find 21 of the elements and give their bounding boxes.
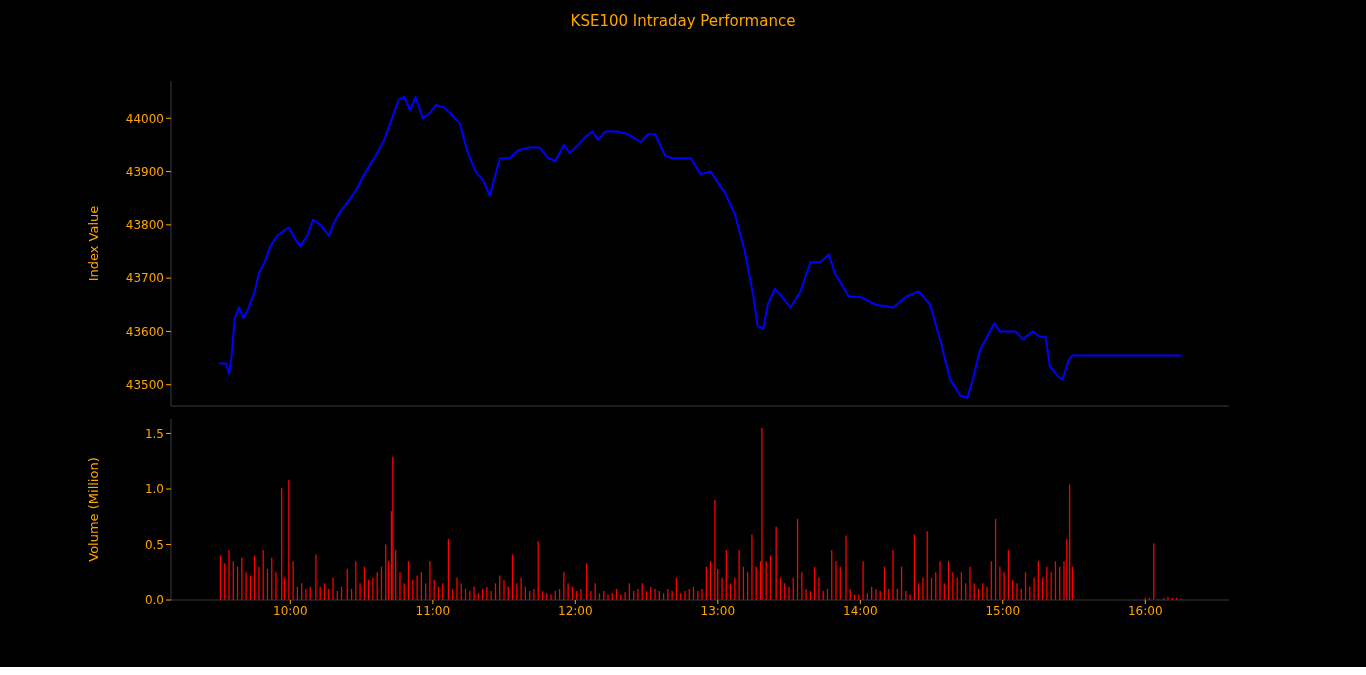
y-tick-label: 0.0 xyxy=(144,593,164,608)
x-tick-label: 12:00 xyxy=(558,603,593,618)
x-tick-label: 15:00 xyxy=(985,603,1021,618)
y-tick-label: 43600 xyxy=(125,324,164,339)
y-tick-label: 44000 xyxy=(125,111,164,126)
y-tick-label: 1.0 xyxy=(144,482,164,497)
y-tick-label: 43800 xyxy=(125,218,164,233)
line-series xyxy=(218,95,1182,400)
y-axis-title: Volume (Million) xyxy=(85,457,101,562)
y-axis-title: Index Value xyxy=(85,205,101,282)
chart-title: KSE100 Intraday Performance xyxy=(569,12,797,30)
y-tick-label: 43900 xyxy=(125,164,164,179)
x-tick-label: 16:00 xyxy=(1127,603,1163,618)
y-tick-label: 0.5 xyxy=(144,537,164,552)
x-tick-label: 10:00 xyxy=(273,603,308,618)
x-tick-label: 11:00 xyxy=(415,603,451,618)
y-tick-label: 43500 xyxy=(125,377,164,392)
x-tick-label: 14:00 xyxy=(843,603,878,618)
y-tick-label: 43700 xyxy=(125,271,164,286)
x-tick-label: 13:00 xyxy=(700,603,736,618)
y-tick-label: 1.5 xyxy=(144,426,164,441)
